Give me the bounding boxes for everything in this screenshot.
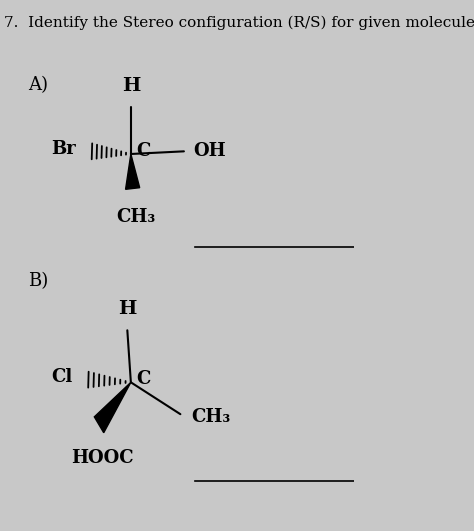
- Text: Br: Br: [51, 140, 76, 158]
- Text: CH₃: CH₃: [191, 408, 230, 426]
- Text: A): A): [28, 76, 48, 94]
- Text: C: C: [136, 370, 151, 388]
- Text: H: H: [118, 299, 137, 318]
- Text: Cl: Cl: [51, 368, 73, 386]
- Polygon shape: [126, 154, 140, 190]
- Text: OH: OH: [193, 142, 225, 160]
- Text: CH₃: CH₃: [117, 208, 156, 226]
- Text: H: H: [122, 76, 140, 95]
- Text: C: C: [136, 142, 151, 160]
- Text: 7.  Identify the Stereo configuration (R/S) for given molecules:: 7. Identify the Stereo configuration (R/…: [3, 16, 474, 30]
- Text: B): B): [28, 272, 48, 290]
- Polygon shape: [94, 382, 131, 433]
- Text: HOOC: HOOC: [71, 449, 133, 467]
